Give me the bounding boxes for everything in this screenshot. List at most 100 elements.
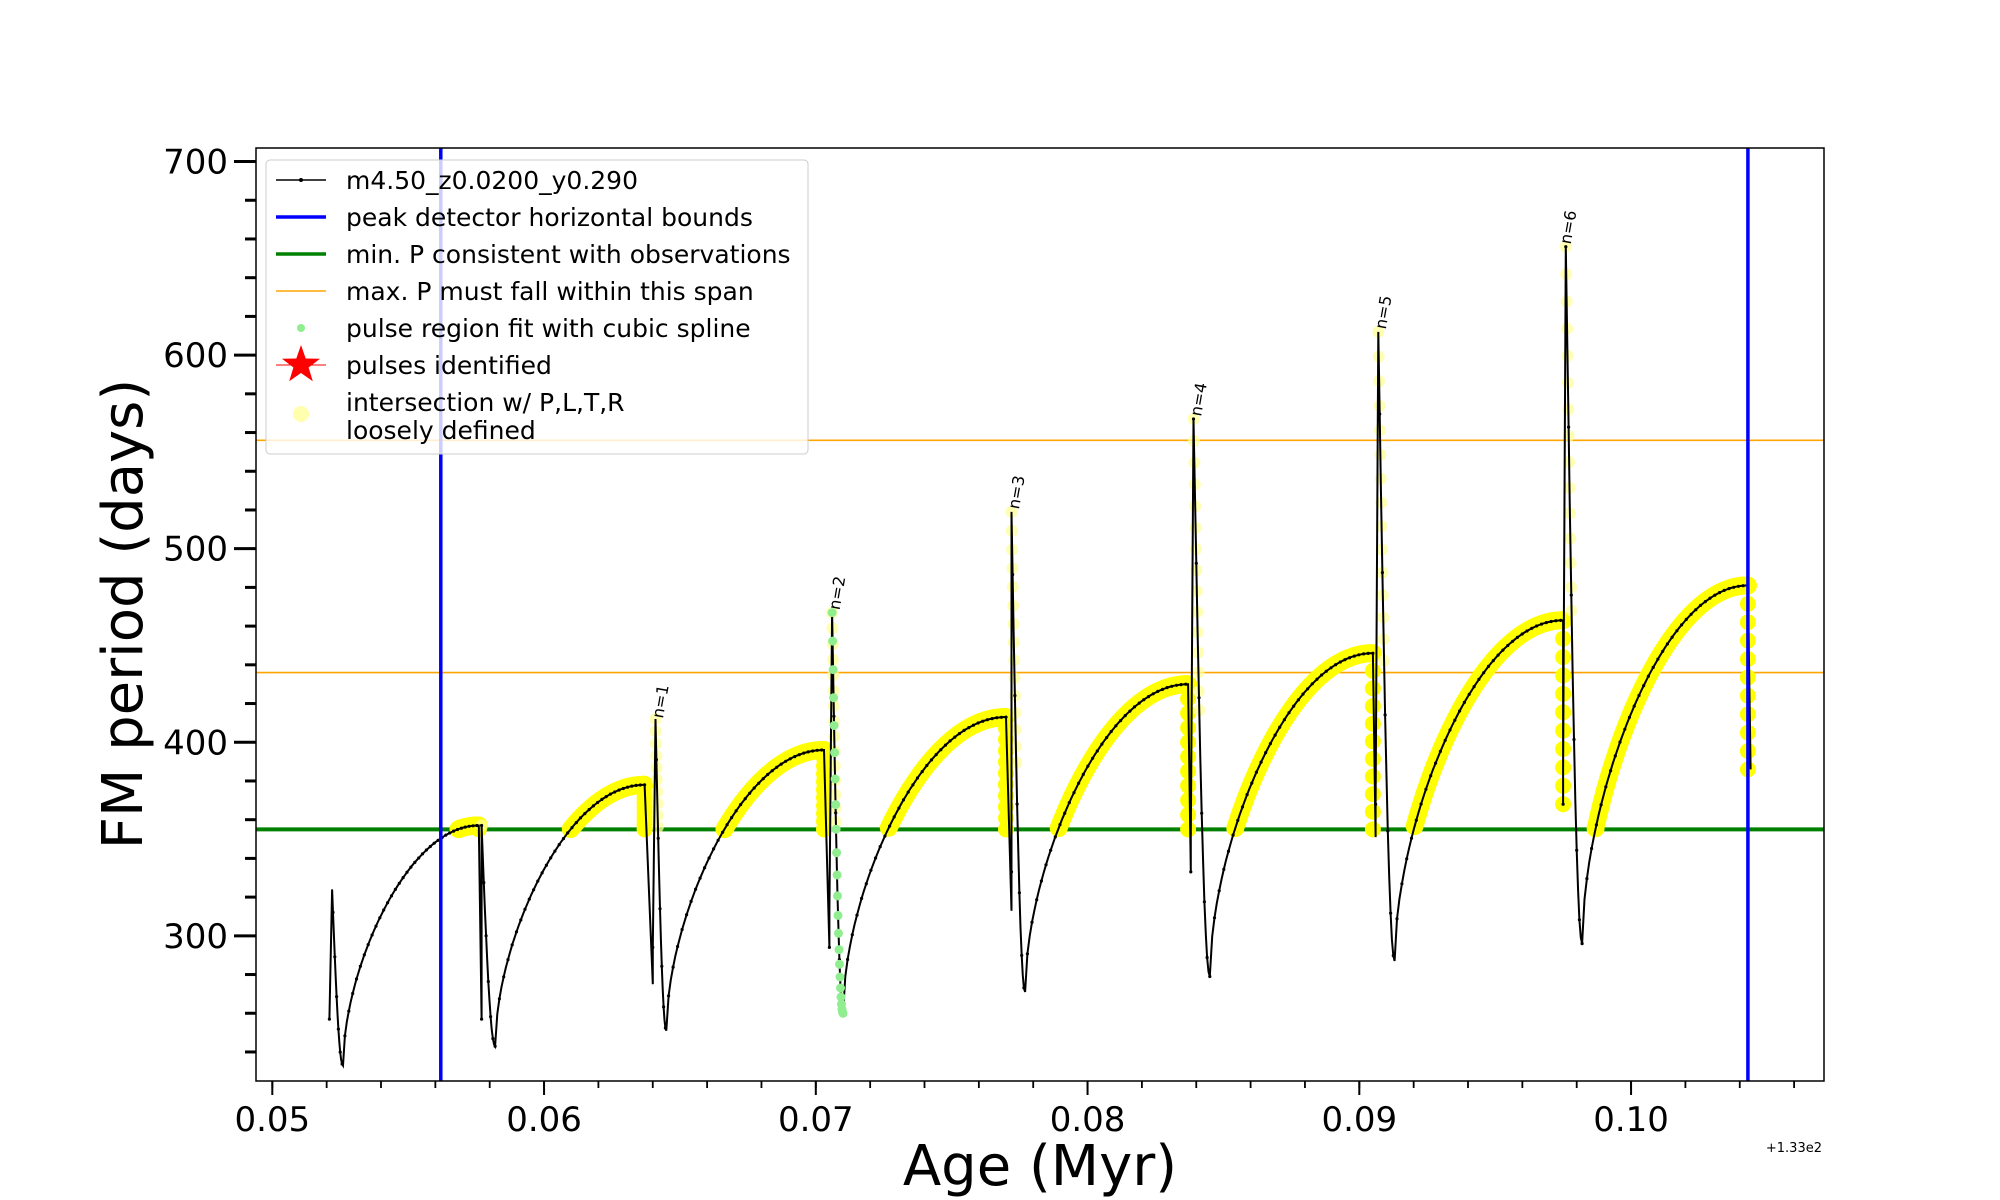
period-track-point [1315, 677, 1319, 681]
period-track-point [694, 887, 698, 891]
y-tick-label: 600 [163, 336, 228, 376]
period-track-point [962, 728, 966, 733]
period-track-point [1722, 588, 1726, 593]
period-track-point [1665, 642, 1669, 646]
period-track-point [613, 790, 617, 794]
period-track-point [1400, 882, 1404, 886]
period-track-point [1338, 660, 1342, 664]
period-track-point [1086, 764, 1090, 768]
period-track-point [393, 887, 397, 892]
period-track-point [1703, 600, 1707, 604]
x-tick-label: 0.08 [1050, 1100, 1126, 1140]
period-track-point [420, 852, 425, 856]
legend-label: loosely defined [346, 416, 536, 445]
period-track-point [519, 918, 523, 922]
period-track-point [654, 758, 659, 762]
period-track-point [721, 830, 725, 834]
period-track-point [1646, 674, 1650, 678]
period-track-point [424, 848, 428, 852]
period-track-point [549, 856, 553, 860]
period-track-point [1405, 857, 1409, 861]
period-track-point [1409, 836, 1414, 840]
period-track-point [1559, 618, 1563, 623]
period-track-point [906, 790, 910, 794]
period-track-point [1039, 879, 1043, 883]
period-track-point [1371, 651, 1375, 655]
period-track-point [1561, 802, 1565, 806]
period-track-point [482, 881, 486, 885]
period-track-point [1197, 696, 1201, 700]
period-track-point [1577, 918, 1581, 922]
period-track-point [1044, 863, 1048, 867]
period-track-point [888, 824, 892, 828]
period-track-point [557, 843, 561, 847]
period-track-point [832, 714, 836, 718]
period-track-point [475, 823, 479, 828]
period-track-point [1231, 833, 1235, 837]
period-track-point [1348, 656, 1352, 660]
period-track-point [1063, 811, 1067, 815]
period-track-point [630, 784, 634, 788]
period-track-point [1142, 698, 1146, 702]
period-track-point [1020, 953, 1024, 958]
period-track-point [1391, 954, 1395, 958]
period-track-point [1572, 737, 1576, 742]
period-track-point [1362, 652, 1366, 656]
period-track-point [570, 826, 574, 830]
intersection-marker [998, 787, 1014, 804]
spline-fit-point [828, 636, 838, 646]
spline-fit-point [834, 928, 843, 938]
period-track-point [362, 953, 366, 957]
period-track-point [1496, 653, 1500, 657]
period-track-point [1395, 917, 1399, 921]
period-track-point [1419, 802, 1423, 806]
legend-swatch-circle [293, 406, 309, 422]
period-track-point [1564, 245, 1568, 249]
legend-swatch-star [282, 345, 320, 382]
period-track-point [743, 797, 747, 801]
x-tick-label: 0.05 [234, 1100, 310, 1140]
period-track-point [1310, 682, 1314, 686]
period-track-point [662, 1005, 666, 1009]
period-track-point [1386, 829, 1390, 833]
period-track-point [621, 786, 625, 791]
period-track-point [1590, 846, 1594, 851]
period-track-point [846, 957, 850, 962]
period-track-point [1022, 986, 1026, 990]
period-track-point [864, 882, 868, 886]
period-track-point [397, 881, 401, 885]
intersection-marker [998, 765, 1014, 782]
period-track-point [1525, 629, 1529, 633]
period-track-point [634, 783, 638, 788]
period-track-point [883, 834, 887, 838]
period-track-point [1123, 714, 1127, 718]
period-track-point [553, 849, 557, 853]
period-track-point [1049, 848, 1053, 852]
spline-fit-point [828, 665, 838, 675]
period-track-point [779, 762, 783, 766]
period-track-point [878, 845, 882, 849]
period-track-point [689, 899, 693, 904]
period-track-point [671, 965, 675, 969]
period-track-point [1259, 760, 1263, 764]
period-track-point [444, 833, 448, 837]
period-track-point [574, 821, 578, 825]
period-track-point [1202, 900, 1206, 904]
period-track-point [651, 945, 655, 950]
intersection-marker [1364, 821, 1381, 838]
period-track-point [685, 913, 689, 917]
period-track-point [1530, 626, 1534, 630]
period-track-point [578, 816, 583, 820]
period-track-point [497, 997, 501, 1001]
period-track-point [827, 945, 832, 950]
period-track-point [1217, 889, 1221, 893]
period-track-point [1030, 920, 1034, 924]
period-track-point [1535, 624, 1539, 628]
x-tick-label: 0.09 [1321, 1100, 1397, 1140]
period-track-point [514, 930, 519, 934]
period-track-point [413, 860, 417, 865]
period-track-point [1119, 719, 1123, 723]
intersection-marker [1180, 821, 1197, 838]
period-track-point [775, 765, 779, 769]
